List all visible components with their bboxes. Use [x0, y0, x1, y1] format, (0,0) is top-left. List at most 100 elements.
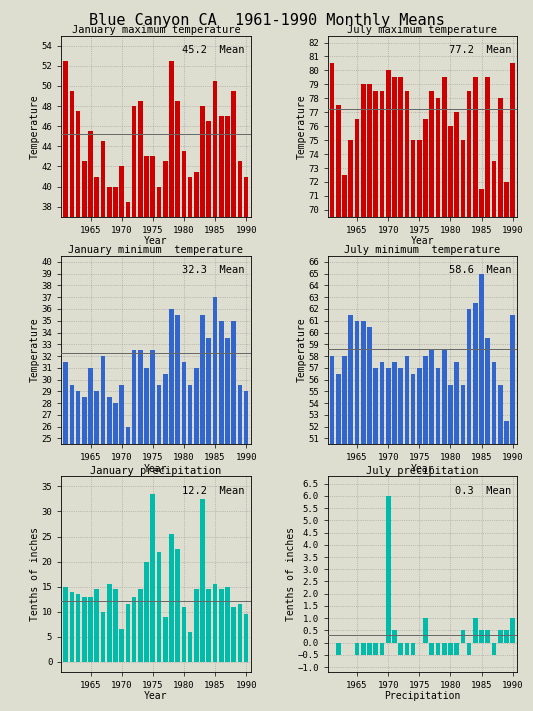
Title: January precipitation: January precipitation	[90, 466, 222, 476]
Bar	[175, 315, 180, 711]
Bar	[367, 85, 372, 711]
Bar	[231, 606, 236, 662]
Bar	[119, 629, 124, 662]
Bar	[69, 385, 74, 711]
Bar	[132, 597, 136, 662]
Bar	[442, 350, 447, 711]
Bar	[379, 91, 384, 711]
Bar	[467, 91, 471, 711]
Y-axis label: Temperature: Temperature	[30, 318, 40, 383]
Y-axis label: Temperature: Temperature	[30, 94, 40, 159]
Bar	[182, 362, 186, 711]
Bar	[126, 427, 130, 711]
Bar	[454, 362, 459, 711]
Bar	[386, 70, 391, 711]
Bar	[126, 604, 130, 662]
Bar	[491, 161, 496, 711]
Bar	[157, 187, 161, 589]
Bar	[411, 643, 415, 655]
Bar	[82, 597, 87, 662]
Bar	[454, 643, 459, 655]
Bar	[225, 116, 230, 589]
Bar	[435, 98, 440, 711]
Bar	[107, 397, 111, 711]
Bar	[504, 182, 509, 711]
Bar	[405, 643, 409, 655]
Bar	[486, 77, 490, 711]
Bar	[430, 350, 434, 711]
Bar	[231, 91, 236, 589]
Bar	[194, 589, 199, 662]
Bar	[169, 534, 174, 662]
Bar	[392, 77, 397, 711]
Text: 58.6  Mean: 58.6 Mean	[449, 265, 511, 275]
Bar	[435, 368, 440, 711]
Title: January maximum temperature: January maximum temperature	[71, 25, 240, 35]
Bar	[379, 643, 384, 655]
Bar	[510, 618, 515, 643]
Bar	[219, 589, 223, 662]
Bar	[188, 632, 192, 662]
Bar	[200, 499, 205, 662]
Bar	[238, 385, 243, 711]
Y-axis label: Temperature: Temperature	[297, 94, 306, 159]
Text: Blue Canyon CA  1961-1990 Monthly Means: Blue Canyon CA 1961-1990 Monthly Means	[88, 13, 445, 28]
Bar	[169, 309, 174, 711]
Bar	[461, 631, 465, 643]
Bar	[355, 643, 359, 655]
Bar	[361, 643, 366, 655]
Bar	[473, 303, 478, 711]
Bar	[107, 584, 111, 662]
Bar	[76, 111, 80, 589]
Bar	[69, 592, 74, 662]
Bar	[76, 391, 80, 711]
Bar	[442, 77, 447, 711]
Bar	[88, 368, 93, 711]
Bar	[138, 101, 143, 589]
Bar	[330, 356, 335, 711]
Bar	[342, 175, 347, 711]
Bar	[194, 171, 199, 589]
Bar	[430, 643, 434, 655]
Bar	[423, 119, 428, 711]
Bar	[411, 140, 415, 711]
Bar	[213, 297, 217, 711]
Bar	[423, 618, 428, 643]
Bar	[238, 604, 243, 662]
Bar	[504, 631, 509, 643]
Bar	[461, 385, 465, 711]
Bar	[113, 403, 118, 711]
Title: July precipitation: July precipitation	[366, 466, 479, 476]
X-axis label: Year: Year	[410, 464, 434, 474]
Bar	[132, 106, 136, 589]
Bar	[467, 643, 471, 655]
Bar	[101, 356, 106, 711]
Bar	[342, 356, 347, 711]
Bar	[361, 321, 366, 711]
Bar	[405, 91, 409, 711]
Text: 77.2  Mean: 77.2 Mean	[449, 45, 511, 55]
Text: 12.2  Mean: 12.2 Mean	[182, 486, 245, 496]
Bar	[374, 91, 378, 711]
Bar	[467, 309, 471, 711]
Bar	[219, 116, 223, 589]
Bar	[392, 362, 397, 711]
Bar	[200, 315, 205, 711]
Bar	[82, 161, 87, 589]
Bar	[479, 274, 484, 711]
Bar	[417, 368, 422, 711]
Bar	[63, 587, 68, 662]
Bar	[355, 119, 359, 711]
Bar	[132, 350, 136, 711]
Text: 0.3  Mean: 0.3 Mean	[455, 486, 511, 496]
Bar	[498, 631, 503, 643]
Bar	[374, 643, 378, 655]
Bar	[486, 338, 490, 711]
Bar	[330, 63, 335, 711]
Bar	[163, 616, 167, 662]
Bar	[504, 421, 509, 711]
Bar	[491, 362, 496, 711]
Bar	[423, 356, 428, 711]
Bar	[182, 606, 186, 662]
Bar	[361, 85, 366, 711]
